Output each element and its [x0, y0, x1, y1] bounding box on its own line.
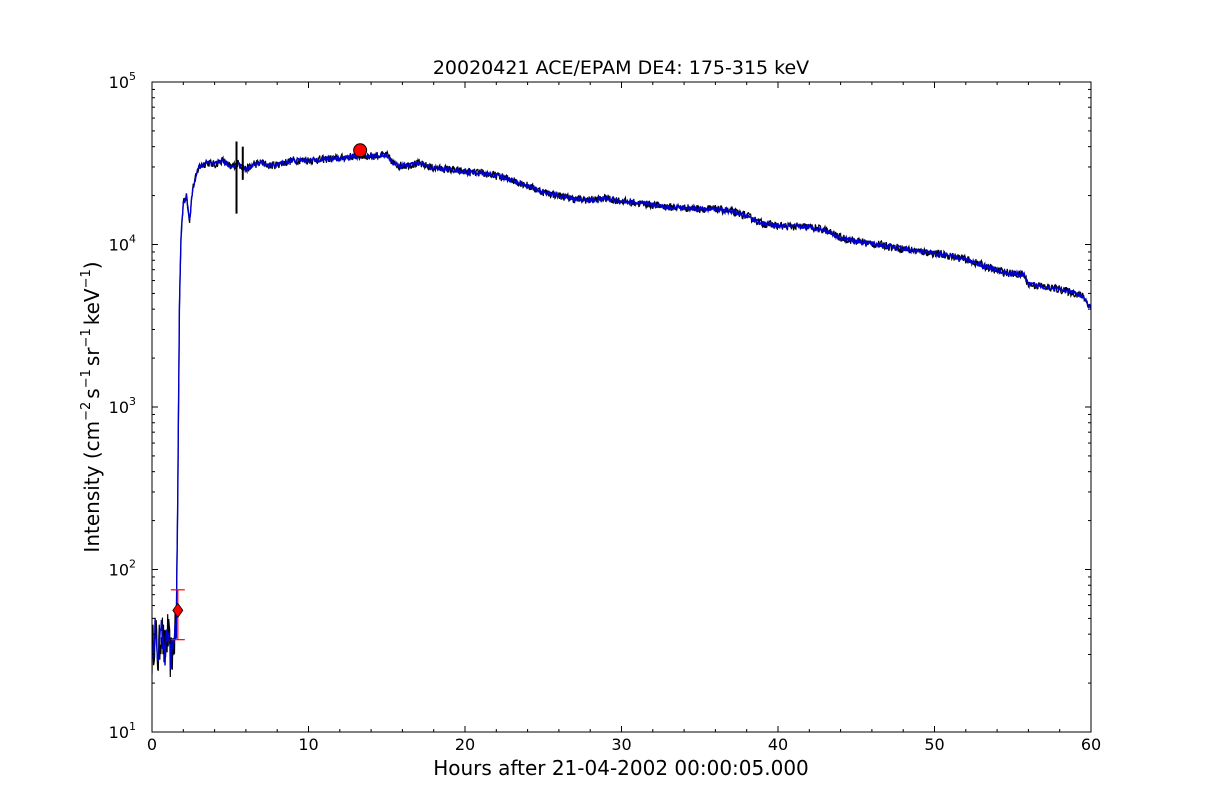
plot-area — [152, 141, 1091, 678]
y-tick-label: 101 — [109, 720, 136, 742]
onset-marker — [172, 602, 184, 619]
series-line — [152, 151, 1091, 670]
x-tick-label: 0 — [147, 735, 157, 754]
peak-marker — [353, 143, 368, 158]
y-label-suffix: ) — [80, 261, 104, 269]
y-tick-label: 103 — [109, 395, 136, 417]
axis-ticks: 0 10 20 30 40 50 60 101 102 103 104 105 — [109, 70, 1102, 754]
chart-title: 20020421 ACE/EPAM DE4: 175-315 keV — [433, 57, 809, 79]
y-tick-label: 102 — [109, 558, 136, 580]
x-tick-label: 20 — [455, 735, 475, 754]
x-tick-label: 40 — [768, 735, 788, 754]
y-label-exp1: −2 — [79, 402, 94, 421]
y-label-exp2: −1 — [79, 369, 94, 388]
y-label-mid1: s — [80, 388, 104, 398]
y-tick-label: 105 — [109, 70, 136, 92]
y-label-exp3: −1 — [79, 328, 94, 347]
x-tick-label: 30 — [611, 735, 631, 754]
x-tick-label: 50 — [924, 735, 944, 754]
x-axis-label: Hours after 21-04-2002 00:00:05.000 — [433, 756, 809, 780]
x-tick-label: 10 — [298, 735, 318, 754]
y-tick-label: 104 — [109, 233, 136, 255]
x-tick-label: 60 — [1081, 735, 1101, 754]
axes-frame — [151, 81, 1092, 733]
y-label-mid2: sr — [80, 347, 104, 366]
y-axis-label: Intensity (cm−2s−1sr−1keV−1) — [79, 261, 104, 552]
y-label-prefix: Intensity (cm — [80, 421, 104, 553]
y-label-mid3: keV — [80, 288, 104, 325]
y-label-exp4: −1 — [79, 269, 94, 288]
